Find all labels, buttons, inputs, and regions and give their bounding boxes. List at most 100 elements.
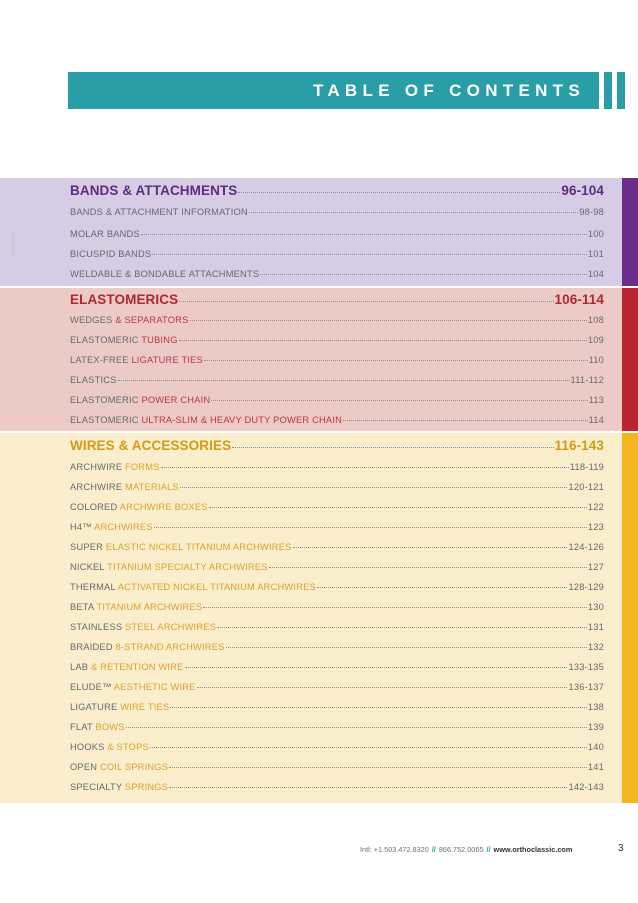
entry-accent: TITANIUM ARCHWIRES — [96, 602, 203, 612]
dot-leader — [179, 301, 554, 302]
entry-label: NICKEL TITANIUM SPECIALTY ARCHWIRES — [70, 562, 268, 572]
toc-entry[interactable]: MOLAR BANDS 100 — [70, 229, 604, 239]
entry-prefix: SUPER — [70, 542, 106, 552]
toc-entry[interactable]: ELASTOMERIC POWER CHAIN 113 — [70, 395, 604, 405]
entry-accent: STEEL ARCHWIRES — [125, 622, 217, 632]
entry-pages: 110 — [588, 355, 604, 365]
dot-leader — [211, 400, 588, 401]
entry-prefix: ELASTICS — [70, 375, 117, 385]
entry-accent: ULTRA-SLIM & HEAVY DUTY POWER CHAIN — [141, 415, 343, 425]
toc-entry[interactable]: BRAIDED 8-STRAND ARCHWIRES 132 — [70, 642, 604, 652]
dot-leader — [260, 274, 587, 275]
entry-prefix: ELUDE™ — [70, 682, 114, 692]
toc-entry[interactable]: BICUSPID BANDS 101 — [70, 249, 604, 259]
entry-label: ELASTOMERIC ULTRA-SLIM & HEAVY DUTY POWE… — [70, 415, 342, 425]
entry-pages: 133-135 — [568, 662, 604, 672]
toc-entry[interactable]: WELDABLE & BONDABLE ATTACHMENTS 104 — [70, 269, 604, 279]
entry-pages: 123 — [587, 522, 604, 532]
entry-pages: 124-126 — [568, 542, 604, 552]
entry-prefix: FLAT — [70, 722, 96, 732]
entry-accent: SPRINGS — [124, 782, 169, 792]
toc-entry[interactable]: ARCHWIRE FORMS 118-119 — [70, 462, 604, 472]
heading-pages: 106-114 — [554, 292, 604, 307]
toc-entry[interactable]: LIGATURE WIRE TIES 138 — [70, 702, 604, 712]
entry-label: STAINLESS STEEL ARCHWIRES — [70, 622, 216, 632]
entry-prefix: LIGATURE — [70, 702, 121, 712]
dot-leader — [184, 667, 568, 668]
dot-leader — [268, 567, 587, 568]
dot-leader — [248, 212, 579, 213]
entry-label: OPEN COIL SPRINGS — [70, 762, 168, 772]
toc-entry[interactable]: NICKEL TITANIUM SPECIALTY ARCHWIRES 127 — [70, 562, 604, 572]
heading-pages: 116-143 — [554, 438, 604, 453]
entry-accent: 8-STRAND ARCHWIRES — [115, 642, 225, 652]
section-color-bar — [622, 288, 638, 431]
dot-leader — [189, 320, 587, 321]
toc-entry[interactable]: OPEN COIL SPRINGS 141 — [70, 762, 604, 772]
toc-heading-bands[interactable]: BANDS & ATTACHMENTS 96-104 — [70, 183, 604, 198]
toc-entry[interactable]: COLORED ARCHWIRE BOXES 122 — [70, 502, 604, 512]
entry-prefix: THERMAL — [70, 582, 118, 592]
toc-entry[interactable]: FLAT BOWS 139 — [70, 722, 604, 732]
toc-heading-wires[interactable]: WIRES & ACCESSORIES 116-143 — [70, 438, 604, 453]
website-link[interactable]: www.orthoclassic.com — [493, 845, 573, 854]
entry-label: BETA TITANIUM ARCHWIRES — [70, 602, 202, 612]
toc-entry[interactable]: SPECIALTY SPRINGS 142-143 — [70, 782, 604, 792]
dot-leader — [178, 340, 587, 341]
toc-entry[interactable]: STAINLESS STEEL ARCHWIRES 131 — [70, 622, 604, 632]
entry-accent: & SEPARATORS — [115, 315, 189, 325]
toc-entry[interactable]: ELUDE™ AESTHETIC WIRE 136-137 — [70, 682, 604, 692]
entry-prefix: HOOKS — [70, 742, 108, 752]
entry-prefix: ARCHWIRE — [70, 462, 125, 472]
entry-label: HOOKS & STOPS — [70, 742, 149, 752]
entry-pages: 140 — [587, 742, 604, 752]
entry-accent: MATERIALS — [125, 482, 179, 492]
entry-pages: 139 — [587, 722, 604, 732]
title-stripe — [604, 72, 612, 109]
entry-accent: ARCHWIRES — [94, 522, 153, 532]
toc-entry[interactable]: ARCHWIRE MATERIALS 120-121 — [70, 482, 604, 492]
section-color-bar — [622, 178, 638, 286]
entry-prefix: ELASTOMERIC — [70, 415, 142, 425]
dot-leader — [152, 254, 587, 255]
entry-label: ELASTICS — [70, 375, 117, 385]
dot-leader — [149, 747, 587, 748]
entry-accent: ACTIVATED NICKEL TITANIUM ARCHWIRES — [117, 582, 316, 592]
entry-prefix: H4™ — [70, 522, 95, 532]
entry-pages: 104 — [587, 269, 604, 279]
toc-entry[interactable]: ELASTICS 111-112 — [70, 375, 604, 385]
entry-pages: 142-143 — [568, 782, 604, 792]
entry-pages: 136-137 — [568, 682, 604, 692]
entry-pages: 131 — [587, 622, 604, 632]
entry-label: WELDABLE & BONDABLE ATTACHMENTS — [70, 269, 260, 279]
toc-entry[interactable]: LATEX-FREE LIGATURE TIES 110 — [70, 355, 604, 365]
toc-entry[interactable]: BANDS & ATTACHMENT INFORMATION 98-98 — [70, 207, 604, 217]
toc-entry[interactable]: LAB & RETENTION WIRE 133-135 — [70, 662, 604, 672]
entry-prefix: COLORED — [70, 502, 120, 512]
title-stripe — [617, 72, 625, 109]
toll-free-phone: 866.752.0065 — [438, 845, 484, 854]
toc-entry[interactable]: H4™ ARCHWIRES 123 — [70, 522, 604, 532]
entry-accent: ELASTIC NICKEL TITANIUM ARCHWIRES — [105, 542, 292, 552]
toc-entry[interactable]: THERMAL ACTIVATED NICKEL TITANIUM ARCHWI… — [70, 582, 604, 592]
entry-accent: BOWS — [95, 722, 125, 732]
toc-entry[interactable]: BETA TITANIUM ARCHWIRES 130 — [70, 602, 604, 612]
dot-leader — [208, 507, 587, 508]
entry-label: ELASTOMERIC TUBING — [70, 335, 178, 345]
dot-leader — [316, 587, 568, 588]
intl-phone: Intl: +1.503.472.8320 — [360, 845, 429, 854]
entry-pages: 118-119 — [569, 462, 604, 472]
toc-entry[interactable]: ELASTOMERIC ULTRA-SLIM & HEAVY DUTY POWE… — [70, 415, 604, 425]
dot-leader — [169, 787, 568, 788]
toc-entry[interactable]: HOOKS & STOPS 140 — [70, 742, 604, 752]
entry-pages: 111-112 — [570, 375, 604, 385]
toc-heading-elastomerics[interactable]: ELASTOMERICS 106-114 — [70, 292, 604, 307]
toc-entry[interactable]: WEDGES & SEPARATORS 108 — [70, 315, 604, 325]
dot-leader — [203, 360, 588, 361]
entry-label: ARCHWIRE MATERIALS — [70, 482, 179, 492]
entry-label: BANDS & ATTACHMENT INFORMATION — [70, 207, 248, 217]
toc-entry[interactable]: ELASTOMERIC TUBING 109 — [70, 335, 604, 345]
dot-leader — [179, 487, 568, 488]
toc-entry[interactable]: SUPER ELASTIC NICKEL TITANIUM ARCHWIRES … — [70, 542, 604, 552]
entry-label: SUPER ELASTIC NICKEL TITANIUM ARCHWIRES — [70, 542, 292, 552]
